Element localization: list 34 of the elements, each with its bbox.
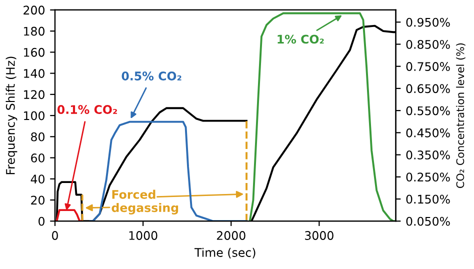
y2-tick-label: 0.050% — [406, 216, 450, 226]
annotation: Forced degassing — [112, 190, 178, 214]
x-tick-label: 0 — [52, 231, 58, 240]
y-tick-label: 180 — [24, 26, 44, 36]
y2-tick-label: 0.450% — [406, 128, 450, 138]
y-tick-label: 100 — [24, 111, 44, 120]
annotation: 0.5% CO₂ — [122, 72, 182, 80]
y-axis-title: Frequency Shift (Hz) — [6, 56, 18, 174]
y-tick-label: 40 — [30, 174, 44, 184]
y2-tick-label: 0.250% — [406, 172, 450, 182]
y-tick-label: 20 — [31, 196, 44, 205]
x-axis-title: Time (sec) — [194, 248, 256, 258]
x-tick-label: 3000 — [305, 231, 334, 240]
y-tick-label: 60 — [31, 153, 44, 162]
y2-axis-title: CO₂ Concentration level (%) — [456, 43, 466, 188]
line-series — [248, 12, 396, 222]
line-series — [89, 120, 248, 222]
y-tick-label: 160 — [24, 48, 44, 57]
y2-tick-label: 0.350% — [406, 150, 450, 160]
y-tick-label: 140 — [24, 69, 44, 78]
x-tick-label: 2000 — [216, 231, 246, 240]
x-tick-label: 1000 — [129, 231, 158, 240]
y2-tick-label: 0.650% — [406, 84, 450, 94]
annotation: 0.1% CO₂ — [57, 105, 117, 114]
y2-tick-label: 0.950% — [406, 18, 450, 27]
y2-tick-label: 0.750% — [406, 62, 450, 71]
y2-tick-label: 0.550% — [406, 106, 450, 116]
y2-tick-label: 0.150% — [406, 194, 450, 204]
y2-tick-label: 0.850% — [406, 40, 450, 49]
annotation: 1% CO₂ — [278, 34, 324, 44]
y-tick-label: 0 — [38, 216, 44, 226]
y-tick-label: 80 — [31, 132, 44, 142]
y-tick-label: 120 — [24, 90, 44, 100]
y-tick-label: 200 — [24, 6, 44, 15]
